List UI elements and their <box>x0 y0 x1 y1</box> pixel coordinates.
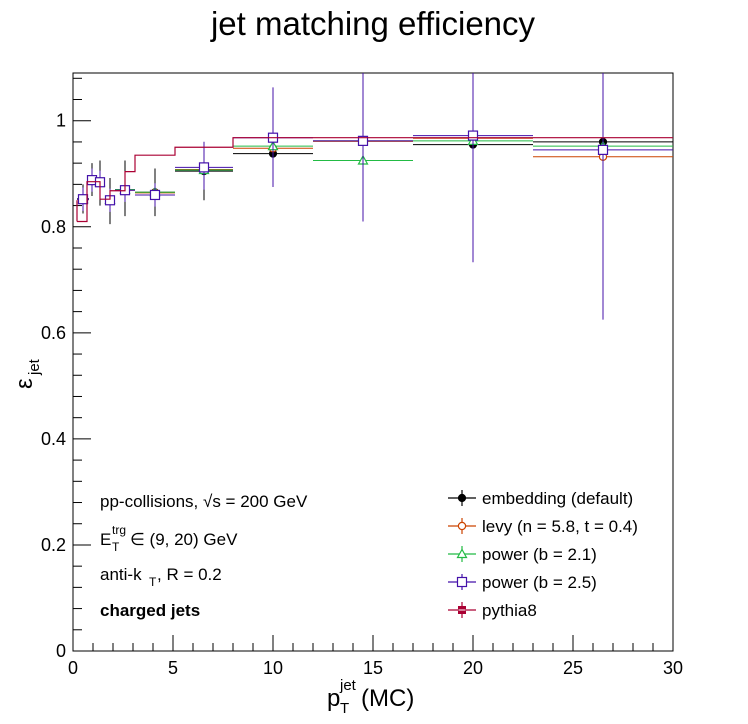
annotation-algorithm-rest: , R = 0.2 <box>157 565 222 584</box>
legend-label: power (b = 2.1) <box>482 545 597 564</box>
x-tick-label: 25 <box>563 658 583 678</box>
legend-entry: power (b = 2.5) <box>448 573 597 592</box>
series-3 <box>77 73 673 320</box>
y-tick-label: 0.2 <box>41 535 66 555</box>
chart-title: jet matching efficiency <box>210 5 536 42</box>
y-tick-label: 0.6 <box>41 323 66 343</box>
legend-entry: pythia8 <box>448 601 537 620</box>
series-0 <box>77 110 673 225</box>
y-axis-label-main: ε <box>11 378 38 389</box>
annotation-trigger-main: E <box>100 530 111 549</box>
x-axis-label: p <box>327 685 340 712</box>
annotation-collisions: pp-collisions, √s = 200 GeV <box>100 492 308 511</box>
legend-marker <box>457 493 467 503</box>
annotations: pp-collisions, √s = 200 GeV E T trg ∈ (9… <box>100 492 308 620</box>
y-tick-label: 0.4 <box>41 429 66 449</box>
data-point <box>198 162 210 173</box>
x-tick-label: 15 <box>363 658 383 678</box>
series-layer <box>76 73 673 320</box>
x-axis-label-main: p <box>327 685 340 712</box>
legend-entry: embedding (default) <box>448 489 633 508</box>
x-tick-label: 20 <box>463 658 483 678</box>
data-point <box>467 130 479 141</box>
annotation-trigger-rest: ∈ (9, 20) GeV <box>130 530 238 549</box>
legend-label: levy (n = 5.8, t = 0.4) <box>482 517 638 536</box>
series-2 <box>77 132 673 209</box>
y-tick-label: 0 <box>56 641 66 661</box>
legend-label: pythia8 <box>482 601 537 620</box>
legend: embedding (default) levy (n = 5.8, t = 0.… <box>448 489 638 620</box>
data-point <box>149 189 161 201</box>
series-4 <box>76 137 673 223</box>
y-tick-label: 0.8 <box>41 217 66 237</box>
y-axis-label: ε jet <box>11 358 43 389</box>
legend-marker <box>457 521 467 531</box>
x-tick-label: 5 <box>168 658 178 678</box>
x-axis-label-suffix: (MC) <box>361 685 414 712</box>
legend-entry: power (b = 2.1) <box>448 545 597 564</box>
x-axis-label-sub: T <box>340 700 349 717</box>
legend-marker <box>456 576 468 588</box>
y-axis-label-sub: jet <box>26 358 43 376</box>
legend-marker <box>456 548 468 559</box>
y-tick-label: 1 <box>56 111 66 131</box>
data-point <box>77 194 89 205</box>
x-axis-label-sup: jet <box>339 677 357 694</box>
annotation-trigger-sub: T <box>112 540 120 554</box>
legend-label: power (b = 2.5) <box>482 573 597 592</box>
annotation-algorithm-sub: T <box>149 575 157 589</box>
legend-label: embedding (default) <box>482 489 633 508</box>
y-axis: 0 0.2 0.4 0.6 0.8 1 <box>41 77 91 661</box>
x-tick-label: 30 <box>663 658 683 678</box>
pythia-step-line <box>77 137 673 223</box>
x-axis: 0 5 10 15 20 25 30 <box>68 635 683 678</box>
annotation-trigger-sup: trg <box>112 523 126 537</box>
data-point <box>597 144 609 155</box>
annotation-charged-jets: charged jets <box>100 601 200 620</box>
x-tick-label: 10 <box>263 658 283 678</box>
data-point <box>357 135 369 146</box>
x-tick-label: 0 <box>68 658 78 678</box>
legend-entry: levy (n = 5.8, t = 0.4) <box>448 517 638 536</box>
annotation-algorithm-main: anti-k <box>100 565 142 584</box>
